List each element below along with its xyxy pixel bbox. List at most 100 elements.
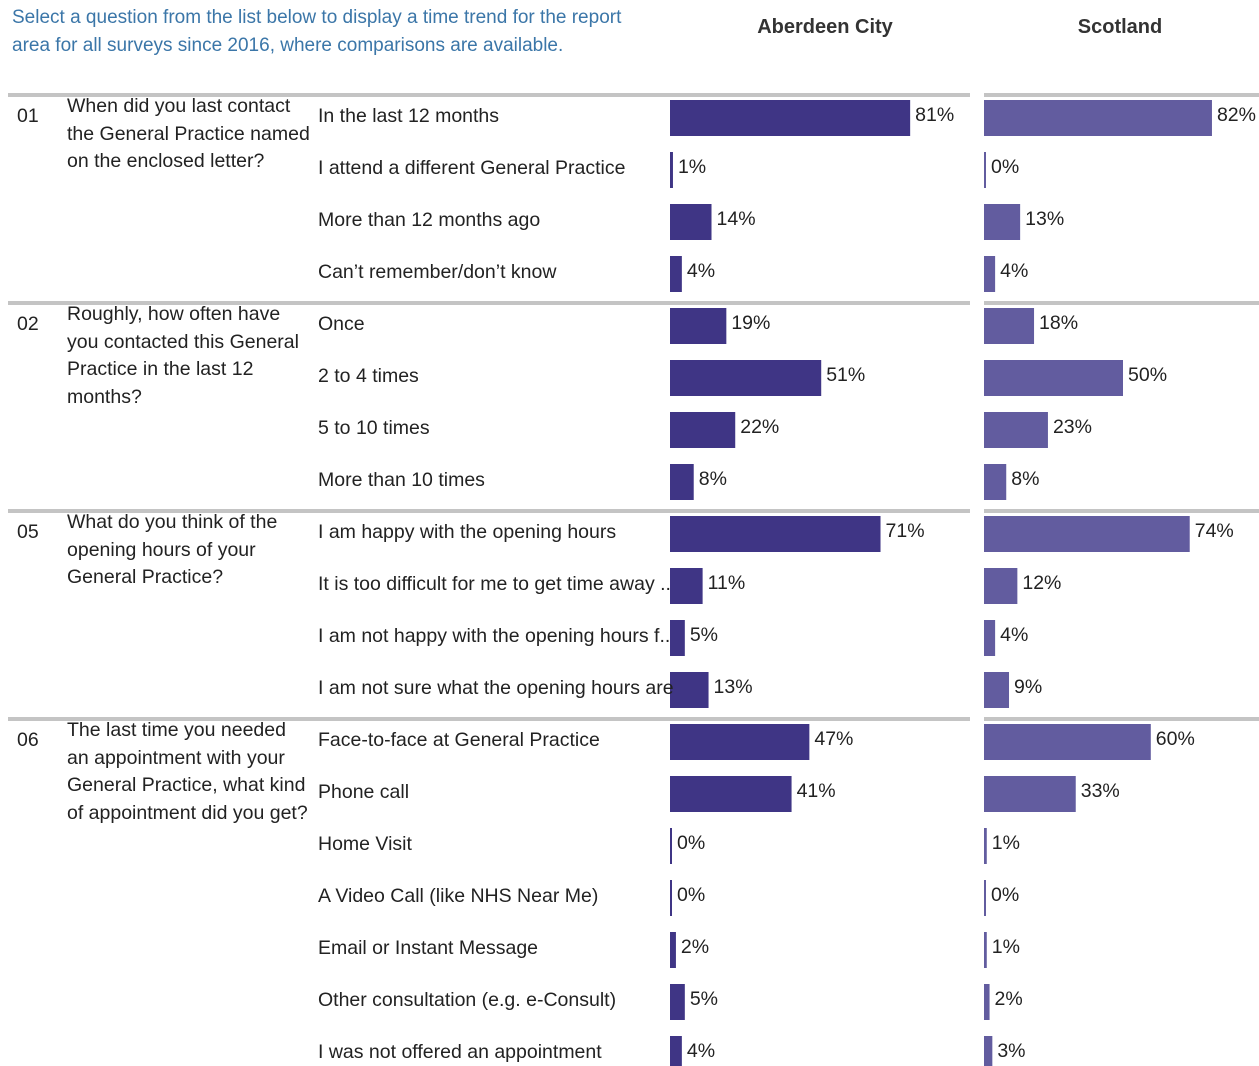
answer-label: Email or Instant Message bbox=[318, 937, 539, 959]
value-label: 50% bbox=[1128, 364, 1168, 386]
question-text: Roughly, how often have you contacted th… bbox=[67, 303, 299, 408]
bar bbox=[984, 932, 987, 968]
answer-label: I am happy with the opening hours bbox=[318, 521, 617, 543]
value-label: 13% bbox=[713, 676, 753, 698]
value-label: 8% bbox=[1011, 468, 1040, 490]
bar bbox=[670, 308, 727, 344]
question-number: 02 bbox=[17, 313, 39, 335]
value-label: 11% bbox=[707, 572, 746, 594]
value-label: 4% bbox=[1000, 624, 1029, 646]
bar bbox=[670, 516, 881, 552]
bar bbox=[984, 516, 1190, 552]
bar bbox=[670, 776, 792, 812]
bar bbox=[670, 464, 694, 500]
question-text: When did you last contact the General Pr… bbox=[67, 95, 310, 172]
bar bbox=[670, 932, 676, 968]
value-label: 82% bbox=[1216, 104, 1256, 126]
value-label: 9% bbox=[1014, 676, 1043, 698]
value-label: 0% bbox=[677, 832, 706, 854]
bar bbox=[984, 724, 1151, 760]
bar bbox=[984, 152, 986, 188]
value-label: 51% bbox=[826, 364, 866, 386]
value-label: 3% bbox=[997, 1040, 1026, 1062]
value-label: 4% bbox=[686, 260, 716, 282]
value-label: 1% bbox=[991, 936, 1020, 958]
answer-label: 5 to 10 times bbox=[318, 417, 430, 439]
answer-label: In the last 12 months bbox=[318, 105, 500, 127]
bar bbox=[984, 464, 1007, 500]
value-label: 1% bbox=[677, 156, 707, 178]
value-label: 41% bbox=[796, 780, 836, 802]
bar bbox=[670, 620, 685, 656]
bar bbox=[984, 256, 996, 292]
bar bbox=[984, 360, 1123, 396]
value-label: 71% bbox=[885, 520, 925, 542]
value-label: 2% bbox=[994, 988, 1023, 1010]
question-separator bbox=[8, 509, 970, 513]
answer-label: 2 to 4 times bbox=[318, 365, 419, 387]
question-text: What do you think of the opening hours o… bbox=[67, 511, 278, 588]
value-label: 5% bbox=[689, 988, 718, 1010]
value-label: 14% bbox=[716, 208, 756, 230]
value-label: 1% bbox=[991, 832, 1020, 854]
bar bbox=[984, 412, 1048, 448]
bar bbox=[984, 568, 1018, 604]
value-label: 74% bbox=[1194, 520, 1234, 542]
value-label: 5% bbox=[689, 624, 718, 646]
question-separator bbox=[984, 509, 1259, 513]
question-separator bbox=[984, 301, 1259, 305]
bar bbox=[670, 828, 672, 864]
bar bbox=[670, 724, 810, 760]
value-label: 23% bbox=[1052, 416, 1092, 438]
bar bbox=[670, 256, 682, 292]
question-number: 06 bbox=[17, 729, 39, 751]
answer-label: Home Visit bbox=[318, 833, 412, 855]
value-label: 47% bbox=[814, 728, 854, 750]
question-number: 01 bbox=[17, 105, 39, 127]
answer-label: It is too difficult for me to get time a… bbox=[318, 573, 671, 595]
question-separator bbox=[984, 93, 1259, 97]
value-label: 22% bbox=[740, 416, 780, 438]
bar bbox=[670, 360, 822, 396]
bar bbox=[984, 828, 987, 864]
value-label: 12% bbox=[1022, 572, 1062, 594]
bar bbox=[984, 204, 1021, 240]
question-separator bbox=[8, 93, 970, 97]
value-label: 81% bbox=[915, 104, 955, 126]
value-label: 0% bbox=[677, 884, 706, 906]
bar bbox=[670, 412, 736, 448]
answer-label: Can’t remember/don’t know bbox=[318, 261, 557, 283]
bar bbox=[670, 100, 911, 136]
bar bbox=[670, 152, 673, 188]
value-label: 2% bbox=[680, 936, 710, 958]
bar bbox=[670, 1036, 682, 1066]
bar bbox=[984, 776, 1076, 812]
bar bbox=[670, 984, 685, 1020]
answer-label: Phone call bbox=[318, 781, 410, 803]
answer-label: A Video Call (like NHS Near Me) bbox=[318, 885, 599, 907]
answer-label: More than 12 months ago bbox=[318, 209, 541, 231]
bar bbox=[984, 1036, 993, 1066]
value-label: 13% bbox=[1025, 208, 1065, 230]
value-label: 0% bbox=[991, 884, 1020, 906]
value-label: 4% bbox=[686, 1040, 716, 1062]
bar bbox=[670, 880, 672, 916]
bar bbox=[984, 100, 1212, 136]
question-separator bbox=[984, 717, 1259, 721]
answer-label: Other consultation (e.g. e-Consult) bbox=[318, 989, 617, 1011]
question-separator bbox=[8, 717, 970, 721]
answer-label: Once bbox=[318, 313, 365, 335]
answer-label: Face-to-face at General Practice bbox=[318, 729, 600, 751]
bar bbox=[984, 672, 1010, 708]
question-text: The last time you needed an appointment … bbox=[67, 719, 308, 824]
answer-label: I am not happy with the opening hours f.… bbox=[318, 625, 671, 647]
bar bbox=[984, 880, 986, 916]
bar bbox=[670, 204, 712, 240]
answer-label: I was not offered an appointment bbox=[318, 1041, 602, 1063]
question-separator bbox=[8, 301, 970, 305]
question-number: 05 bbox=[17, 521, 39, 543]
bar bbox=[670, 672, 709, 708]
intro-text: Select a question from the list below to… bbox=[12, 7, 622, 56]
value-label: 33% bbox=[1080, 780, 1120, 802]
